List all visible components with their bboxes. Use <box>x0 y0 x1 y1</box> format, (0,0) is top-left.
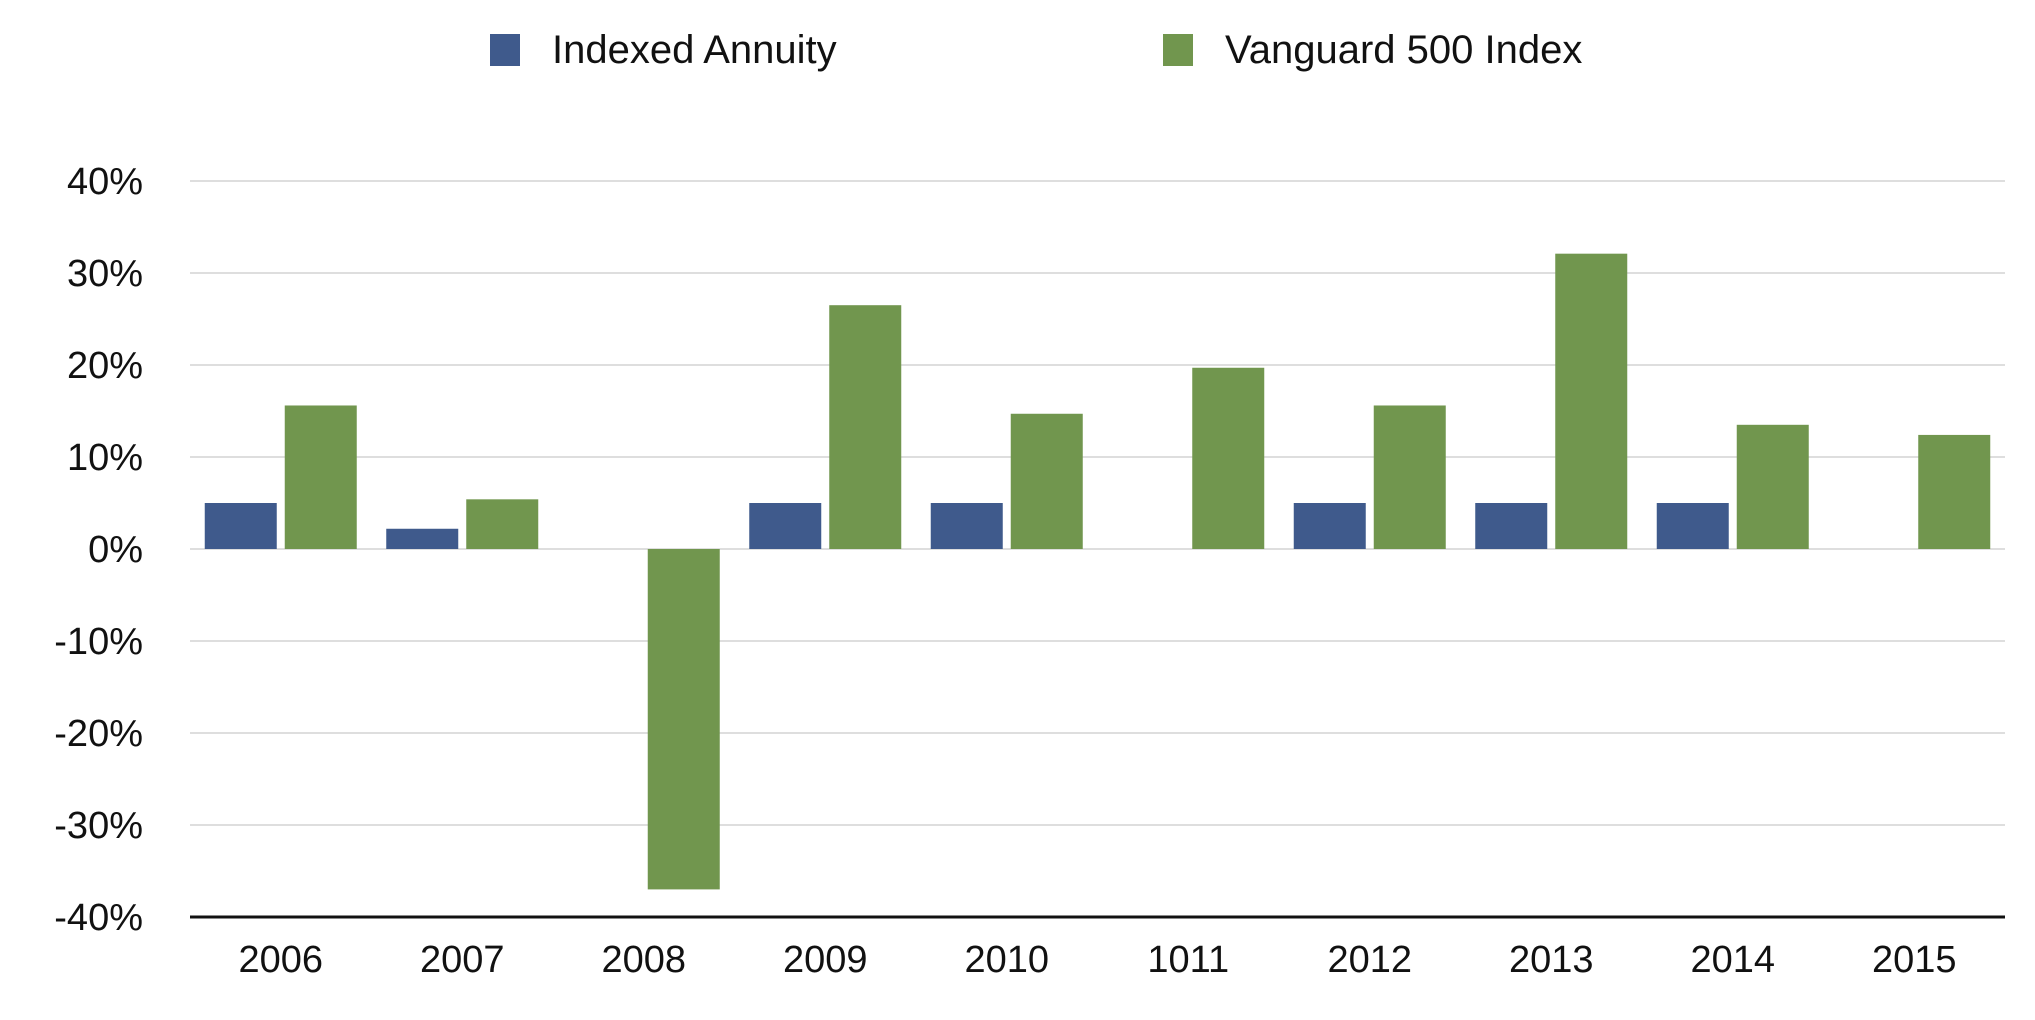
legend-label-vanguard-500-index: Vanguard 500 Index <box>1225 28 1583 72</box>
bar-indexed-annuity-2007 <box>386 528 459 549</box>
bar-vanguard-500-index-2014 <box>1736 424 1809 549</box>
bars <box>204 253 1991 890</box>
bar-vanguard-500-index-2007 <box>466 499 539 549</box>
bar-vanguard-500-index-2009 <box>829 305 902 549</box>
bar-vanguard-500-index-1011 <box>1192 367 1265 549</box>
x-axis-tick-labels: 2006 2007 2008 2009 2010 1011 2012 2013 2014 2015 <box>238 939 1956 981</box>
x-tick-label: 2007 <box>420 939 505 981</box>
x-tick-label: 1011 <box>1147 939 1229 981</box>
y-tick-label: 20% <box>67 345 143 387</box>
bar-vanguard-500-index-2012 <box>1373 405 1446 549</box>
y-tick-label: 10% <box>67 437 143 479</box>
x-tick-label: 2013 <box>1509 939 1594 981</box>
x-tick-label: 2010 <box>964 939 1049 981</box>
legend-swatch-indexed-annuity <box>490 34 520 66</box>
legend-label-indexed-annuity: Indexed Annuity <box>552 28 837 72</box>
x-tick-label: 2006 <box>238 939 323 981</box>
x-tick-label: 2015 <box>1872 939 1957 981</box>
chart-legend: Indexed Annuity Vanguard 500 Index <box>0 22 2035 78</box>
bar-vanguard-500-index-2013 <box>1555 253 1628 549</box>
y-tick-label: 0% <box>88 529 143 571</box>
y-tick-label: 30% <box>67 253 143 295</box>
x-tick-label: 2009 <box>783 939 868 981</box>
bar-indexed-annuity-2010 <box>930 503 1003 549</box>
y-tick-label: 40% <box>67 161 143 203</box>
x-tick-label: 2012 <box>1327 939 1412 981</box>
y-tick-label: -30% <box>54 805 143 847</box>
x-tick-label: 2008 <box>601 939 686 981</box>
legend-swatch-vanguard-500-index <box>1163 34 1193 66</box>
bar-indexed-annuity-2013 <box>1475 503 1548 549</box>
legend-item-indexed-annuity: Indexed Annuity <box>490 22 837 78</box>
bar-vanguard-500-index-2015 <box>1918 434 1991 549</box>
bar-indexed-annuity-2009 <box>749 503 822 549</box>
bar-vanguard-500-index-2010 <box>1010 413 1083 549</box>
x-tick-label: 2014 <box>1690 939 1775 981</box>
gridlines <box>190 180 2005 826</box>
bar-vanguard-500-index-2008 <box>647 549 720 890</box>
legend-item-vanguard-500-index: Vanguard 500 Index <box>1163 22 1582 78</box>
y-axis-tick-labels: 40% 30% 20% 10% 0% -10% -20% -30% -40% <box>54 161 143 939</box>
bar-indexed-annuity-2006 <box>204 503 277 549</box>
bar-indexed-annuity-2014 <box>1656 503 1729 549</box>
y-tick-label: -20% <box>54 713 143 755</box>
bar-indexed-annuity-2012 <box>1293 503 1366 549</box>
y-tick-label: -10% <box>54 621 143 663</box>
bar-vanguard-500-index-2006 <box>284 405 357 549</box>
y-tick-label: -40% <box>54 897 143 939</box>
